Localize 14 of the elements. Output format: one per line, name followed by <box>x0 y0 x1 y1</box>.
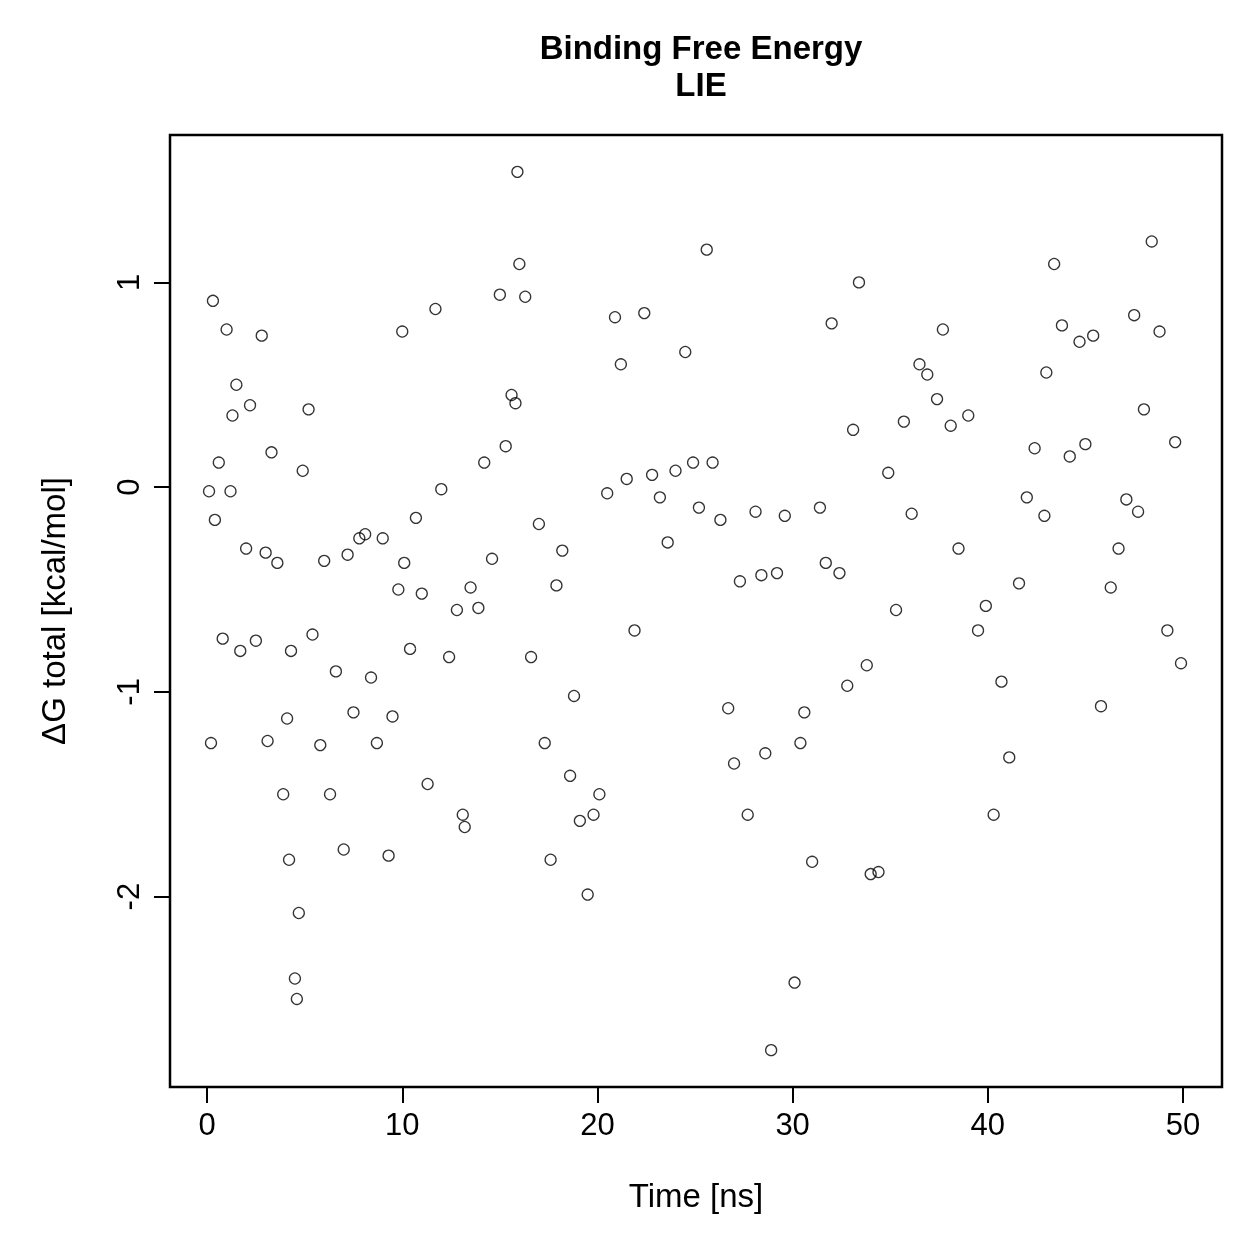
x-tick-label: 20 <box>580 1107 615 1142</box>
x-tick-label: 0 <box>198 1107 216 1142</box>
y-tick-label: -1 <box>111 678 146 706</box>
chart-subtitle: LIE <box>675 66 727 103</box>
x-tick-label: 50 <box>1165 1107 1201 1142</box>
y-tick-label: -2 <box>111 882 146 911</box>
chart-title: Binding Free Energy <box>539 29 863 66</box>
y-tick-label: 0 <box>111 478 146 496</box>
x-axis-title: Time [ns] <box>628 1177 764 1214</box>
x-tick-label: 30 <box>775 1107 810 1142</box>
y-tick-label: 1 <box>111 273 146 292</box>
x-tick-label: 10 <box>385 1107 420 1142</box>
x-tick-label: 40 <box>970 1107 1006 1142</box>
y-axis-title: ΔG total [kcal/mol] <box>35 477 72 745</box>
